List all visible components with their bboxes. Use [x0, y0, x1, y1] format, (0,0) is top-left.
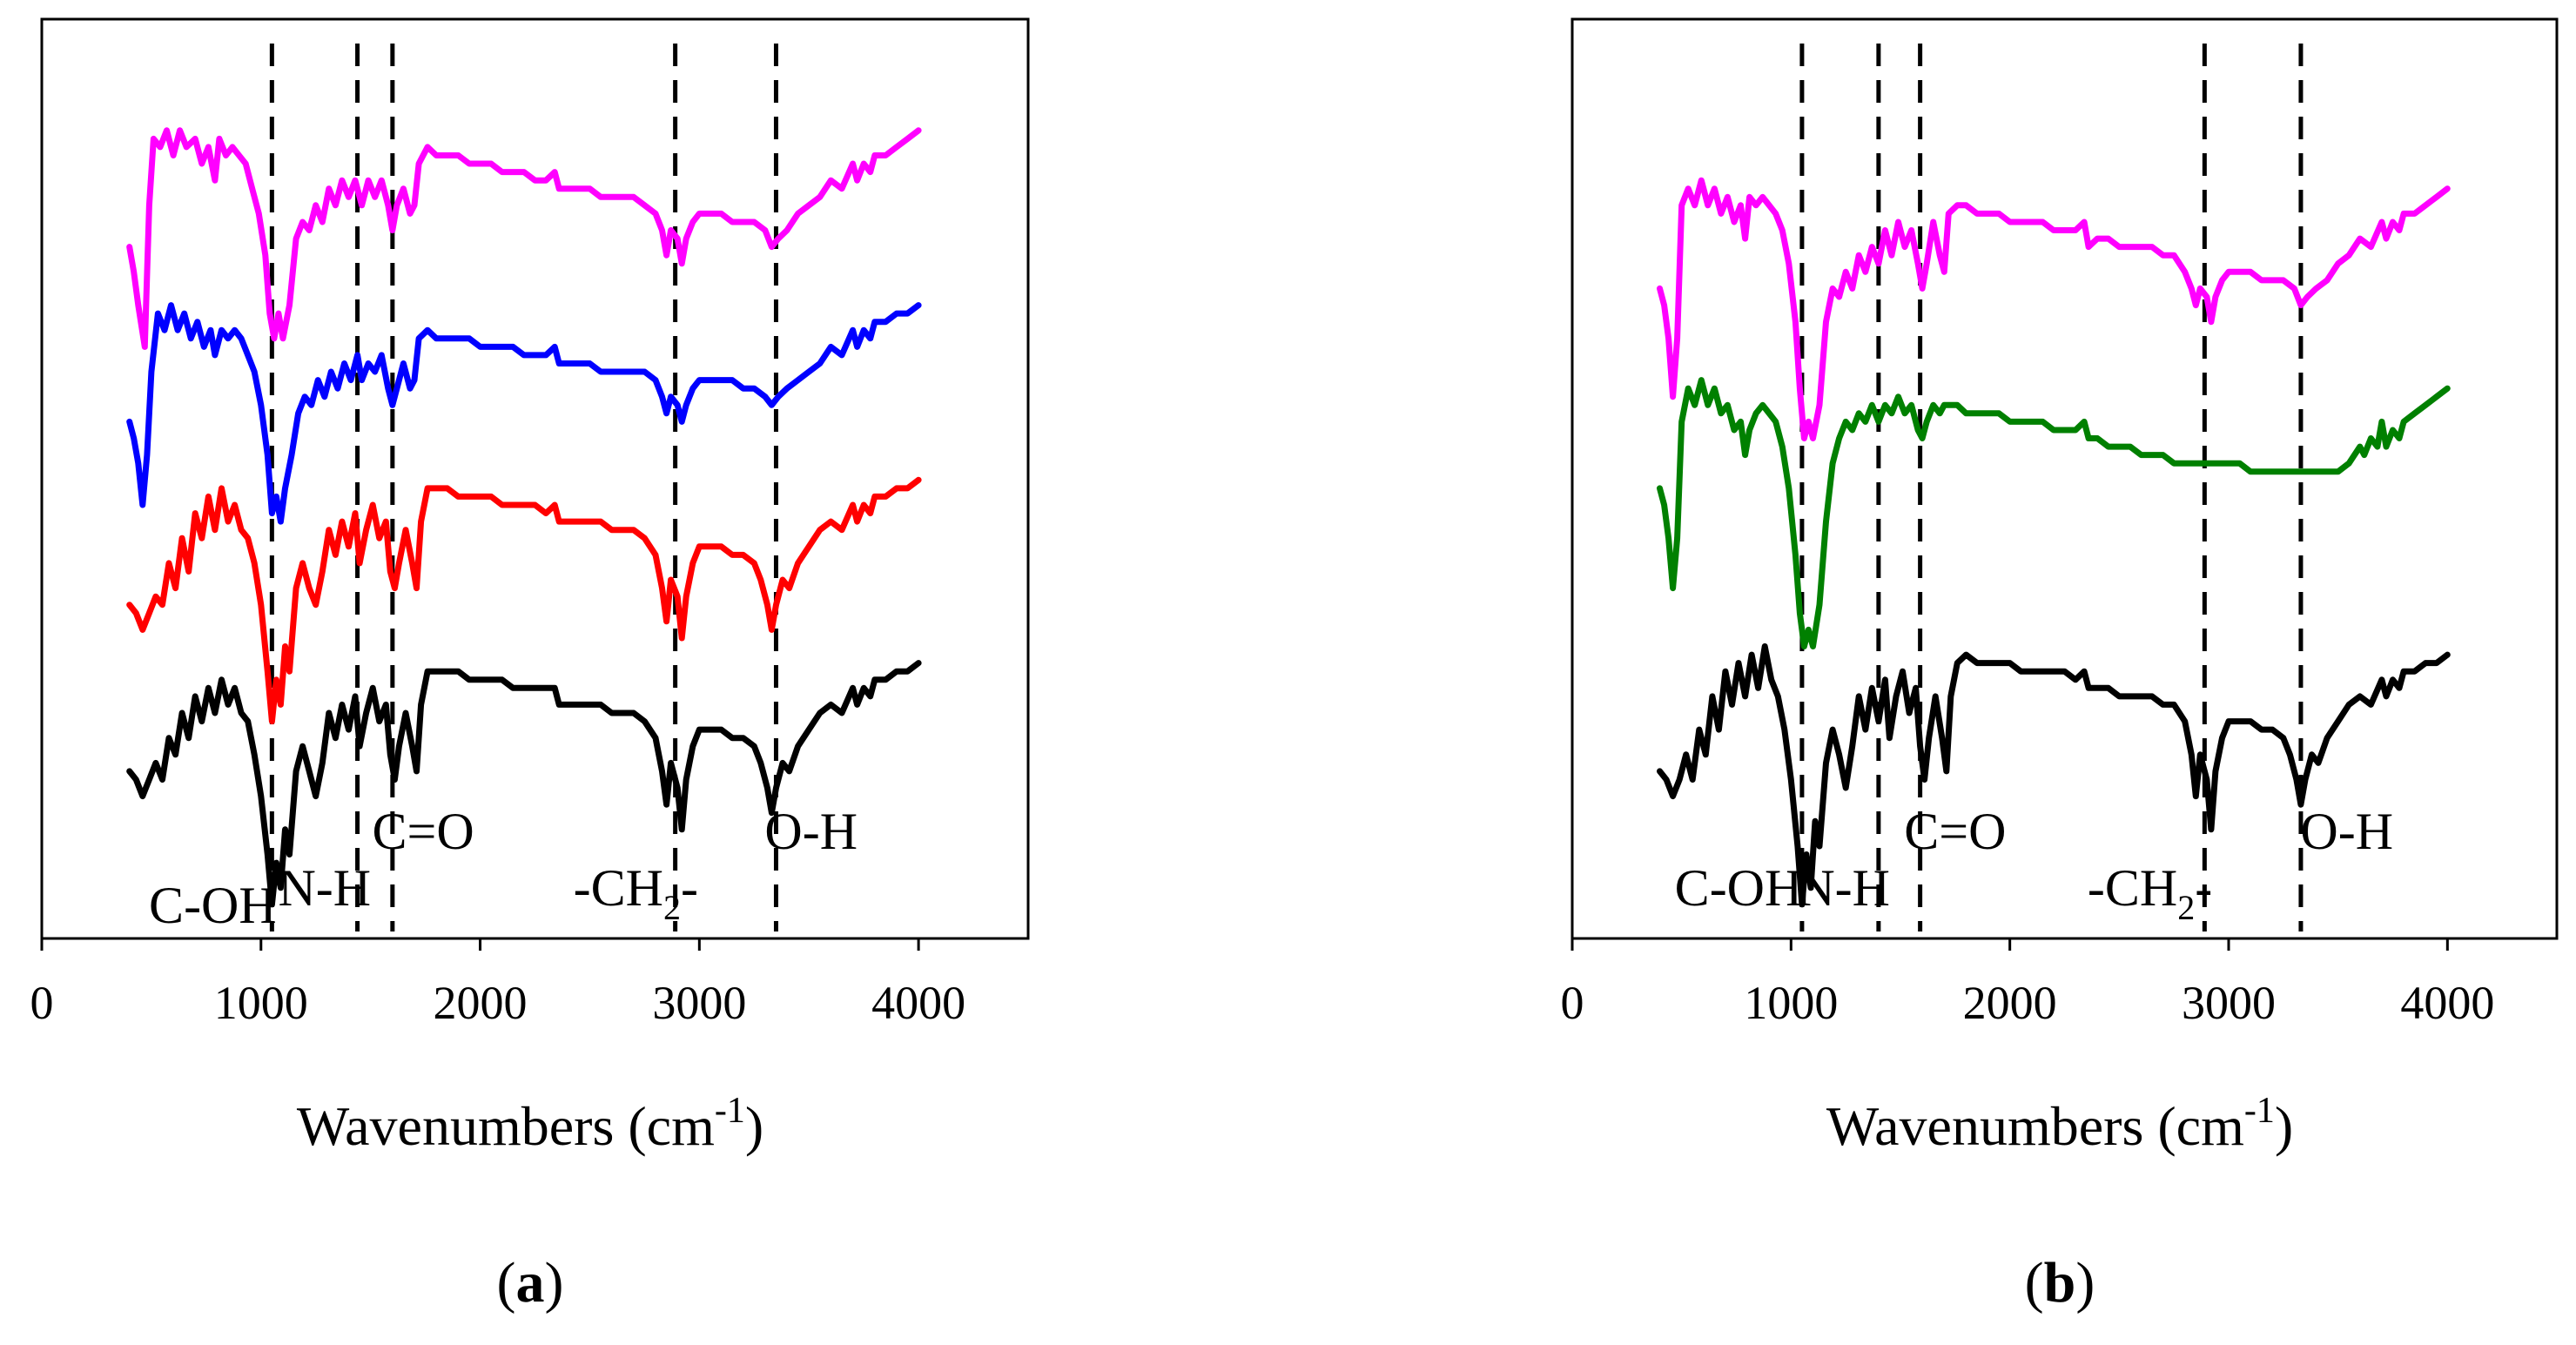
x-tick-label-4: 4000 — [2400, 977, 2494, 1029]
x-tick-label-2: 2000 — [434, 977, 528, 1029]
peak-annotation-0: C-OH — [1675, 859, 1803, 917]
x-tick-label-3: 3000 — [2182, 977, 2276, 1029]
x-tick-label-2: 2000 — [1963, 977, 2057, 1029]
panel-label: (b) — [2025, 1251, 2095, 1315]
peak-annotation-4: O-H — [764, 803, 858, 860]
series-line-black — [126, 660, 922, 908]
x-tick-label-3: 3000 — [652, 977, 746, 1029]
peak-annotation-1: N-H — [1797, 859, 1890, 917]
series-line-green — [1657, 377, 2451, 649]
peak-annotation-1: N-H — [278, 859, 371, 917]
peak-annotation-3: -CH2- — [2088, 859, 2212, 927]
series-line-red — [126, 476, 922, 725]
peak-annotation-0: C-OH — [149, 877, 277, 934]
series-line-magenta — [126, 127, 922, 350]
panel-a: 0 1000 2000 3000 4000 C-OH N-HC=O -CH2- O-H Waven… — [30, 17, 1030, 1315]
peak-annotation-2: C=O — [1904, 803, 2006, 860]
plot-frame — [1570, 17, 2559, 940]
peak-annotation-2: C=O — [372, 803, 474, 860]
x-tick-label-1: 1000 — [1744, 977, 1838, 1029]
plot-frame — [40, 17, 1030, 940]
peak-annotation-3: -CH2- — [574, 859, 698, 927]
series-line-magenta — [1657, 177, 2451, 441]
x-axis-title: Wavenumbers (cm-1) — [1826, 1091, 2293, 1157]
series-line-black — [1657, 643, 2451, 908]
panel-label: (a) — [497, 1251, 564, 1315]
x-tick-label-0: 0 — [30, 977, 54, 1029]
peak-annotation-4: O-H — [2300, 803, 2393, 860]
x-tick-label-0: 0 — [1561, 977, 1584, 1029]
x-tick-label-1: 1000 — [214, 977, 308, 1029]
panel-b: 0 1000 2000 3000 4000 C-OHN-HC=O -CH2- O-H Waven… — [1561, 17, 2559, 1315]
x-axis-title: Wavenumbers (cm-1) — [297, 1091, 763, 1157]
series-line-blue — [126, 302, 922, 525]
x-tick-label-4: 4000 — [871, 977, 965, 1029]
